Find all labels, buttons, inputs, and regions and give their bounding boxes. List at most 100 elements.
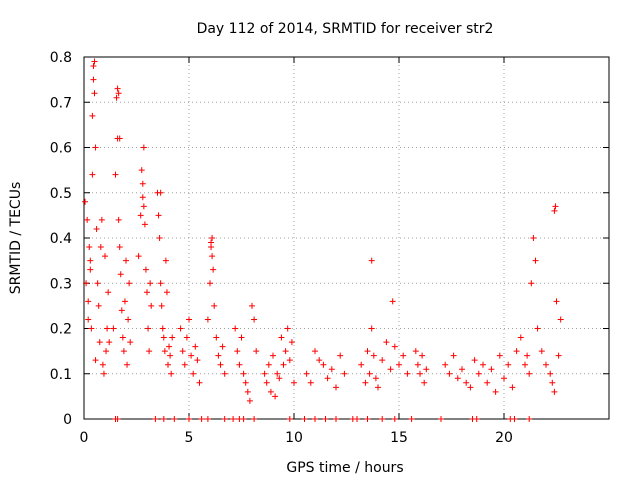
data-point bbox=[94, 280, 101, 287]
data-point bbox=[156, 235, 163, 241]
data-point bbox=[115, 216, 122, 223]
data-point bbox=[383, 339, 390, 346]
data-point bbox=[98, 216, 105, 223]
data-point bbox=[251, 316, 258, 323]
data-point bbox=[414, 361, 421, 368]
data-point bbox=[210, 266, 217, 273]
data-point bbox=[83, 280, 90, 287]
data-point bbox=[364, 348, 371, 355]
data-point bbox=[139, 180, 146, 187]
data-point bbox=[526, 370, 533, 377]
data-point bbox=[379, 416, 386, 422]
data-point bbox=[480, 361, 486, 368]
data-point bbox=[215, 352, 222, 359]
data-point bbox=[207, 280, 213, 287]
data-point bbox=[280, 361, 287, 368]
data-point bbox=[181, 361, 188, 368]
data-point bbox=[286, 357, 293, 364]
data-point bbox=[188, 352, 195, 359]
data-point bbox=[442, 361, 449, 368]
data-point bbox=[103, 348, 110, 355]
x-tick-label: 0 bbox=[80, 430, 89, 446]
data-point bbox=[551, 207, 558, 214]
data-point bbox=[370, 352, 377, 359]
data-point bbox=[328, 366, 335, 373]
data-point bbox=[204, 416, 211, 422]
data-point bbox=[196, 379, 203, 386]
axis-ticks: 0 0.1 0.2 0.3 0.4 0.5 0.6 0.7 0.8 0 5 10 15 20 bbox=[50, 50, 609, 446]
data-point bbox=[419, 352, 426, 359]
data-point bbox=[118, 307, 125, 314]
data-point bbox=[209, 235, 216, 241]
data-point bbox=[113, 94, 120, 101]
data-point bbox=[157, 189, 164, 196]
gridlines bbox=[84, 57, 609, 419]
data-point bbox=[146, 348, 153, 355]
data-point bbox=[114, 416, 121, 422]
data-point bbox=[163, 289, 170, 296]
data-point bbox=[112, 171, 119, 178]
data-point bbox=[155, 212, 162, 219]
data-point bbox=[124, 361, 131, 368]
data-point bbox=[358, 361, 365, 368]
data-point bbox=[396, 361, 402, 368]
data-point bbox=[496, 352, 503, 359]
data-point bbox=[522, 361, 528, 368]
data-point bbox=[219, 343, 226, 350]
data-point bbox=[423, 366, 430, 373]
data-point bbox=[240, 416, 247, 422]
data-point bbox=[446, 370, 453, 377]
data-point bbox=[421, 379, 428, 386]
data-point bbox=[90, 76, 97, 83]
data-point bbox=[100, 370, 107, 377]
data-point bbox=[276, 375, 283, 382]
data-point bbox=[555, 352, 562, 359]
data-point bbox=[454, 375, 461, 382]
data-point bbox=[179, 348, 186, 355]
data-point bbox=[140, 203, 147, 210]
data-point bbox=[251, 416, 258, 422]
data-point bbox=[270, 352, 276, 359]
x-tick-label: 5 bbox=[185, 430, 194, 446]
data-point bbox=[89, 112, 96, 119]
data-point bbox=[221, 416, 228, 422]
data-point bbox=[263, 379, 270, 386]
data-point bbox=[242, 379, 249, 386]
data-point bbox=[84, 216, 91, 223]
y-tick-label: 0.2 bbox=[50, 322, 72, 338]
data-point bbox=[484, 379, 491, 386]
data-point bbox=[92, 357, 99, 364]
data-point bbox=[379, 357, 386, 364]
data-point bbox=[208, 239, 215, 246]
data-point bbox=[160, 416, 167, 422]
data-point bbox=[232, 325, 239, 332]
data-point bbox=[524, 352, 531, 359]
data-point bbox=[267, 388, 274, 395]
data-point bbox=[137, 212, 144, 219]
data-point bbox=[288, 339, 295, 346]
data-point bbox=[234, 348, 241, 355]
data-point bbox=[217, 361, 224, 368]
data-point bbox=[116, 135, 123, 142]
data-point bbox=[272, 393, 279, 400]
data-point bbox=[284, 325, 291, 332]
data-point bbox=[333, 384, 339, 391]
x-tick-label: 10 bbox=[285, 430, 303, 446]
data-point bbox=[135, 253, 142, 260]
data-point bbox=[192, 343, 199, 350]
data-point bbox=[265, 361, 272, 368]
data-point bbox=[509, 384, 516, 391]
data-point bbox=[159, 325, 166, 332]
data-point bbox=[230, 416, 237, 422]
data-point bbox=[337, 352, 344, 359]
data-point bbox=[303, 370, 310, 377]
data-point bbox=[246, 397, 253, 404]
data-point bbox=[142, 266, 149, 273]
data-point bbox=[148, 302, 155, 309]
y-tick-label: 0.7 bbox=[50, 95, 72, 111]
data-point bbox=[158, 302, 165, 309]
data-point bbox=[364, 416, 371, 422]
data-point bbox=[528, 280, 535, 287]
data-point bbox=[110, 325, 117, 332]
